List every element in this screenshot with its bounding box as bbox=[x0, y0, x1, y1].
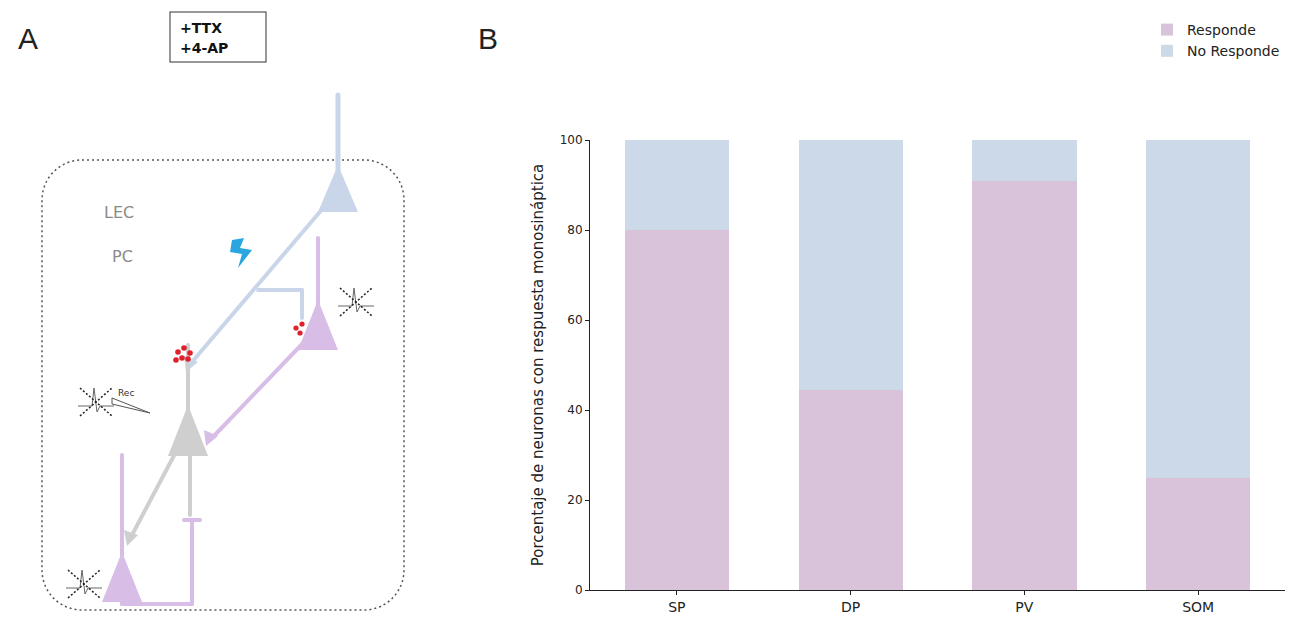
svg-text:Responde: Responde bbox=[1187, 22, 1256, 38]
svg-text:SP: SP bbox=[668, 599, 685, 615]
svg-text:PV: PV bbox=[1015, 599, 1033, 615]
svg-text:No Responde: No Responde bbox=[1187, 43, 1279, 59]
svg-text:Rec: Rec bbox=[118, 388, 134, 398]
svg-text:+4-AP: +4-AP bbox=[180, 40, 228, 56]
svg-text:100: 100 bbox=[560, 133, 583, 147]
svg-text:SOM: SOM bbox=[1182, 599, 1214, 615]
svg-text:20: 20 bbox=[567, 493, 582, 507]
svg-text:60: 60 bbox=[567, 313, 582, 327]
svg-text:0: 0 bbox=[575, 583, 583, 597]
svg-text:DP: DP bbox=[841, 599, 860, 615]
html-text:A: A bbox=[18, 22, 38, 55]
svg-text:LEC: LEC bbox=[104, 203, 134, 222]
svg-text:40: 40 bbox=[567, 403, 582, 417]
svg-text:+TTX: +TTX bbox=[180, 20, 222, 36]
svg-text:80: 80 bbox=[567, 223, 582, 237]
svg-text:Porcentaje de neuronas con res: Porcentaje de neuronas con respuesta mon… bbox=[529, 164, 547, 566]
svg-text:PC: PC bbox=[112, 247, 133, 266]
html-text:B: B bbox=[478, 22, 498, 55]
